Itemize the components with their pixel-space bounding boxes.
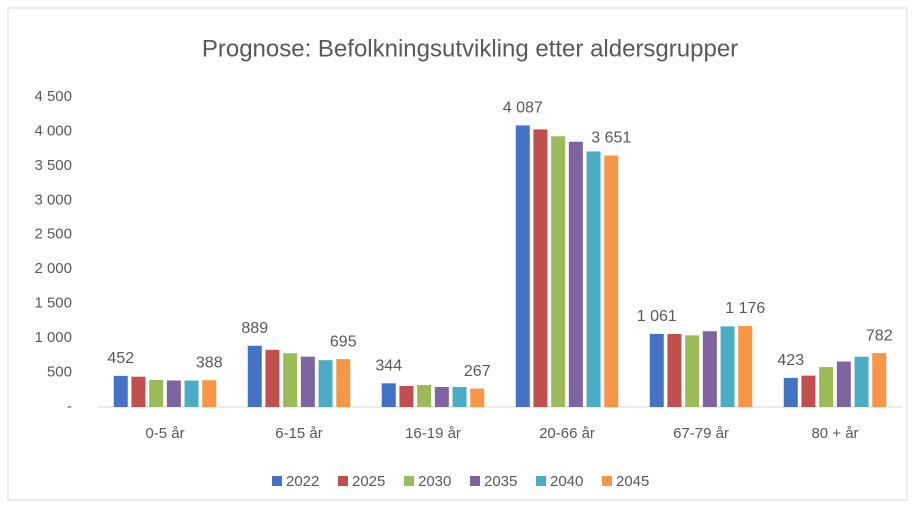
bar xyxy=(872,353,887,407)
bar xyxy=(720,326,735,407)
legend-swatch xyxy=(536,476,546,486)
bar xyxy=(300,356,315,407)
x-tick-label: 67-79 år xyxy=(673,425,729,442)
chart-title: Prognose: Befolkningsutvikling etter ald… xyxy=(202,35,738,62)
data-label: 344 xyxy=(375,358,402,375)
legend-swatch xyxy=(404,476,414,486)
x-tick-label: 80 + år xyxy=(811,425,858,442)
legend-swatch xyxy=(602,476,612,486)
legend-swatch xyxy=(470,476,480,486)
bar xyxy=(131,376,146,407)
bar xyxy=(113,375,128,407)
data-label: 4 087 xyxy=(503,100,543,117)
chart-frame xyxy=(7,7,908,501)
y-tick-label: 3 500 xyxy=(34,157,72,174)
y-tick-label: 2 500 xyxy=(34,226,72,243)
bar xyxy=(149,379,164,407)
bar xyxy=(702,331,717,407)
bar xyxy=(452,387,467,407)
y-tick-label: - xyxy=(67,398,72,415)
bar xyxy=(854,356,869,407)
bar xyxy=(202,380,217,407)
bar xyxy=(417,384,432,407)
x-tick-label: 16-19 år xyxy=(405,425,461,442)
bar xyxy=(265,349,280,407)
y-tick-label: 4 000 xyxy=(34,122,72,139)
x-tick-label: 20-66 år xyxy=(539,425,595,442)
bar xyxy=(434,387,449,407)
y-tick-label: 2 000 xyxy=(34,260,72,277)
bar xyxy=(166,380,181,407)
y-tick-label: 4 500 xyxy=(34,88,72,105)
legend-label: 2025 xyxy=(352,473,385,490)
data-label: 3 651 xyxy=(591,130,631,147)
data-label: 423 xyxy=(777,352,804,369)
bar xyxy=(568,141,583,407)
bar xyxy=(586,151,601,407)
bar xyxy=(283,353,298,407)
bar xyxy=(836,361,851,407)
bar xyxy=(184,380,199,407)
bar xyxy=(667,333,682,407)
data-label: 452 xyxy=(107,350,134,367)
legend-label: 2040 xyxy=(550,473,583,490)
legend-label: 2022 xyxy=(286,473,319,490)
data-label: 1 176 xyxy=(725,300,765,317)
bar xyxy=(604,155,619,407)
data-label: 267 xyxy=(464,363,491,380)
bar xyxy=(685,335,700,407)
bar xyxy=(551,136,566,407)
x-tick-label: 0-5 år xyxy=(145,425,184,442)
data-label: 889 xyxy=(241,320,268,337)
bar xyxy=(515,125,530,407)
data-label: 1 061 xyxy=(637,308,677,325)
bar xyxy=(318,360,333,407)
bar xyxy=(533,129,548,407)
bar xyxy=(336,359,351,407)
bar xyxy=(399,385,414,407)
bar xyxy=(783,377,798,407)
data-label: 695 xyxy=(330,333,357,350)
bar xyxy=(819,367,834,407)
y-tick-label: 3 000 xyxy=(34,191,72,208)
bar xyxy=(649,333,664,407)
y-tick-label: 1 000 xyxy=(34,329,72,346)
x-tick-label: 6-15 år xyxy=(275,425,323,442)
legend-swatch xyxy=(338,476,348,486)
data-label: 782 xyxy=(866,327,893,344)
data-label: 388 xyxy=(196,354,223,371)
legend-swatch xyxy=(272,476,282,486)
y-tick-label: 500 xyxy=(47,364,72,381)
bar xyxy=(470,388,485,407)
legend-label: 2030 xyxy=(418,473,451,490)
legend-label: 2045 xyxy=(616,473,649,490)
legend-label: 2035 xyxy=(484,473,517,490)
bar xyxy=(738,325,753,407)
bar xyxy=(247,345,262,407)
bar xyxy=(381,383,396,407)
bar xyxy=(801,375,816,407)
y-tick-label: 1 500 xyxy=(34,295,72,312)
